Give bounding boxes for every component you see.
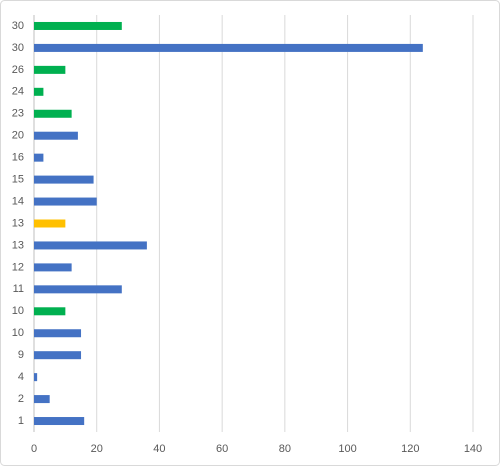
y-tick-label: 14 [12, 195, 24, 207]
y-tick-label: 13 [12, 217, 24, 229]
y-tick-label: 24 [12, 86, 24, 98]
x-tick-label: 0 [31, 443, 37, 455]
y-tick-label: 12 [12, 261, 24, 273]
bar [34, 417, 85, 426]
bar [34, 241, 147, 250]
y-tick-label: 2 [18, 393, 24, 405]
x-tick-label: 20 [91, 443, 103, 455]
y-tick-label: 13 [12, 239, 24, 251]
bar [34, 351, 82, 360]
x-tick-label: 120 [401, 443, 419, 455]
bar [34, 219, 66, 228]
bar [34, 21, 122, 30]
x-tick-label: 40 [153, 443, 165, 455]
y-tick-label: 4 [18, 371, 24, 383]
y-tick-label: 15 [12, 174, 24, 186]
x-tick-label: 100 [338, 443, 356, 455]
y-tick-label: 30 [12, 20, 24, 32]
bar [34, 329, 82, 338]
y-tick-label: 10 [12, 327, 24, 339]
y-tick-label: 11 [13, 283, 24, 295]
bar [34, 153, 44, 162]
bar [34, 43, 423, 52]
y-tick-label: 16 [12, 152, 24, 164]
y-tick-label: 1 [18, 415, 24, 427]
bar [34, 395, 50, 404]
x-tick-label: 80 [279, 443, 291, 455]
x-tick-label: 60 [216, 443, 228, 455]
y-tick-label: 26 [12, 64, 24, 76]
bar [34, 197, 97, 206]
bar [34, 263, 72, 272]
bar [34, 307, 66, 316]
bar [34, 131, 78, 140]
bar [34, 65, 66, 74]
bar [34, 373, 38, 382]
bar [34, 87, 44, 96]
bar [34, 109, 72, 118]
x-tick-label: 140 [464, 443, 482, 455]
y-tick-label: 10 [12, 305, 24, 317]
y-tick-label: 9 [18, 349, 24, 361]
y-tick-label: 20 [12, 130, 24, 142]
bar [34, 285, 122, 294]
y-tick-label: 30 [12, 42, 24, 54]
y-tick-label: 23 [12, 108, 24, 120]
bar [34, 175, 94, 184]
